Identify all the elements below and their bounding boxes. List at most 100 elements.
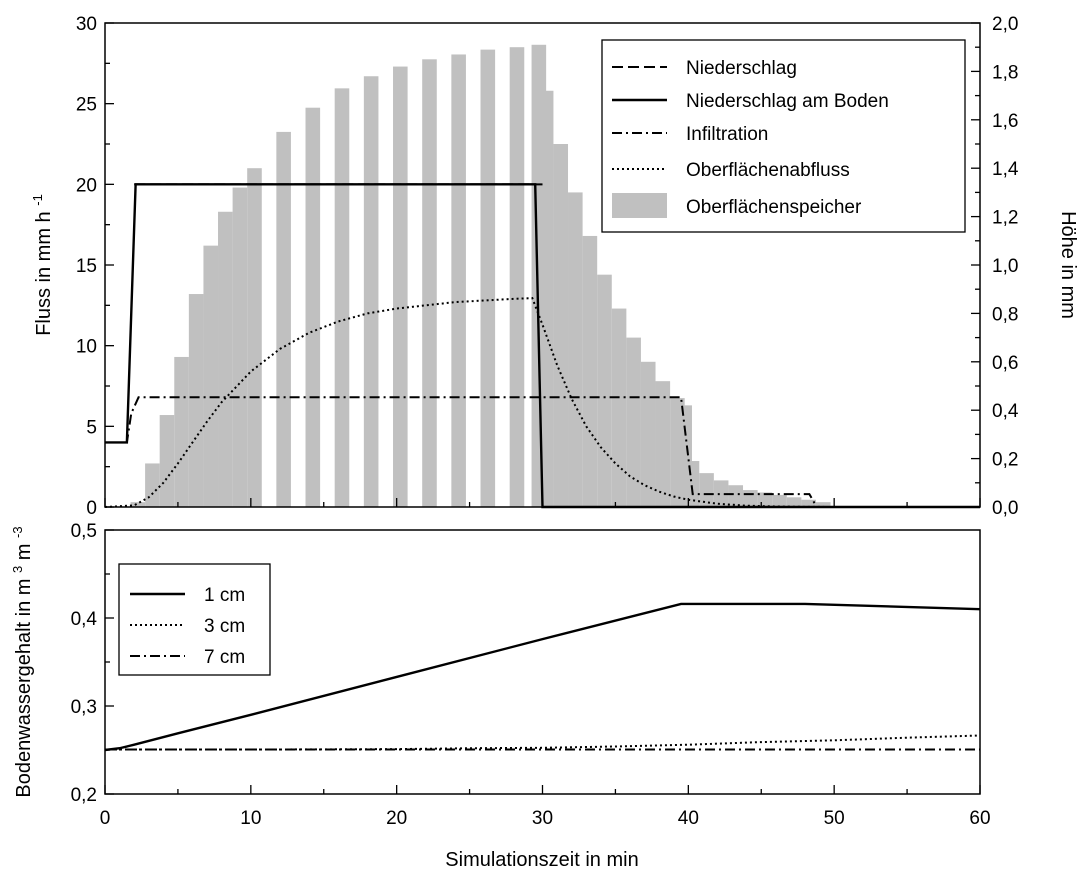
bottom-x-tick-label: 50 bbox=[824, 808, 845, 829]
svg-text:Bodenwassergehalt in m: Bodenwassergehalt in m 3 m -3 bbox=[5, 526, 35, 797]
storage-bar bbox=[597, 274, 612, 507]
legend-label-oberflaechenspeicher: Oberflächenspeicher bbox=[686, 197, 862, 218]
bottom-legend: 1 cm 3 cm 7 cm bbox=[118, 563, 271, 676]
legend-swatch-oberflaechenspeicher bbox=[612, 193, 667, 218]
right-y-tick-label: 0,6 bbox=[992, 353, 1018, 374]
right-y-axis-title: Höhe in mm bbox=[1057, 211, 1079, 319]
legend-label-infiltration: Infiltration bbox=[686, 124, 768, 145]
series-line-infiltration bbox=[105, 396, 980, 508]
right-y-tick-label: 1,0 bbox=[992, 256, 1018, 277]
storage-bar bbox=[159, 415, 175, 507]
top-axes: 0 5 10 15 20 25 30 0,0 0,2 0,4 0,6 0,8 1,0 1,2 1,4 1,6 1… bbox=[76, 14, 1019, 519]
storage-bar bbox=[743, 490, 758, 507]
top-y-tick-label: 0 bbox=[86, 498, 97, 519]
legend-label-oberflaechenabfluss: Oberflächenabfluss bbox=[686, 160, 850, 181]
bottom-y-axis-title-sup2: -3 bbox=[10, 526, 25, 538]
storage-bar bbox=[728, 485, 744, 507]
legend-label-niederschlag: Niederschlag bbox=[686, 58, 797, 79]
top-y-tick-label: 30 bbox=[76, 14, 97, 35]
right-y-tick-label: 0,4 bbox=[992, 401, 1019, 422]
series-line-oberfl-chenabfluss bbox=[104, 297, 980, 508]
bottom-y-axis-title-part1: Bodenwassergehalt in m bbox=[13, 579, 35, 798]
bottom-y-tick-label: 0,3 bbox=[71, 697, 97, 718]
storage-bar bbox=[713, 480, 729, 507]
top-y-axis-title: Fluss in mm h -1 bbox=[30, 194, 55, 336]
bottom-plot-area bbox=[104, 602, 981, 752]
right-y-tick-label: 1,6 bbox=[992, 111, 1018, 132]
storage-bar bbox=[640, 361, 656, 507]
top-y-axis-title-sup: -1 bbox=[30, 194, 45, 206]
right-y-tick-label: 1,4 bbox=[992, 159, 1019, 180]
storage-bar bbox=[232, 187, 248, 507]
legend-label-7cm: 7 cm bbox=[204, 647, 245, 668]
bottom-y-axis-title: Bodenwassergehalt in m 3 m -3 bbox=[5, 526, 35, 797]
bottom-x-tick-label: 0 bbox=[100, 808, 111, 829]
storage-bar bbox=[174, 356, 189, 507]
top-y-tick-label: 10 bbox=[76, 337, 97, 358]
bottom-y-tick-label: 0,4 bbox=[71, 609, 98, 630]
storage-bar bbox=[772, 494, 787, 507]
series-line-1cm bbox=[104, 602, 981, 752]
storage-bar bbox=[538, 90, 554, 507]
top-panel: 0 5 10 15 20 25 30 0,0 0,2 0,4 0,6 0,8 1,0 1,2 1,4 1,6 1… bbox=[30, 14, 1079, 519]
storage-bar bbox=[393, 66, 408, 507]
storage-bar bbox=[218, 211, 233, 507]
storage-bar bbox=[145, 463, 160, 507]
top-y-axis-title-main: Fluss in mm h bbox=[33, 211, 55, 335]
svg-text:Fluss in mm h -1: Fluss in mm h -1 bbox=[30, 194, 55, 336]
right-y-axis-title-text: Höhe in mm bbox=[1057, 211, 1079, 319]
bottom-y-axis-title-part2: m bbox=[13, 544, 35, 561]
bottom-x-tick-label: 60 bbox=[969, 808, 990, 829]
series-line-3cm bbox=[105, 734, 981, 751]
top-plot-area bbox=[104, 44, 980, 509]
storage-bar bbox=[334, 88, 350, 507]
storage-bar bbox=[626, 337, 641, 507]
storage-bar bbox=[553, 144, 569, 507]
x-axis-title: Simulationszeit in min bbox=[445, 849, 638, 871]
storage-bar bbox=[363, 76, 379, 508]
right-y-tick-label: 0,2 bbox=[992, 450, 1018, 471]
storage-bar bbox=[203, 245, 219, 507]
bottom-x-tick-label: 20 bbox=[386, 808, 407, 829]
storage-bar bbox=[655, 381, 671, 507]
right-y-tick-label: 0,0 bbox=[992, 498, 1018, 519]
bottom-panel: 0 10 20 30 40 50 60 0,2 0,3 0,4 0,5 Bodenwassergeh… bbox=[5, 521, 991, 871]
bottom-x-tick-label: 10 bbox=[240, 808, 261, 829]
legend-label-3cm: 3 cm bbox=[204, 616, 245, 637]
top-y-tick-label: 5 bbox=[86, 417, 97, 438]
bottom-axes: 0 10 20 30 40 50 60 0,2 0,3 0,4 0,5 bbox=[71, 521, 991, 829]
storage-bar bbox=[422, 59, 437, 508]
legend-label-1cm: 1 cm bbox=[204, 585, 245, 606]
storage-bar bbox=[582, 235, 598, 507]
bottom-y-tick-label: 0,2 bbox=[71, 785, 97, 806]
storage-bar bbox=[684, 461, 700, 507]
storage-bar bbox=[815, 502, 831, 507]
storage-bar bbox=[801, 499, 816, 507]
storage-bar bbox=[247, 168, 262, 507]
top-y-tick-label: 25 bbox=[76, 95, 97, 116]
bottom-y-axis-title-sup1: 3 bbox=[10, 566, 25, 573]
bottom-legend-box bbox=[118, 563, 271, 676]
bottom-x-tick-label: 40 bbox=[678, 808, 699, 829]
storage-bar bbox=[188, 294, 204, 507]
bottom-y-tick-label: 0,5 bbox=[71, 521, 97, 542]
right-y-tick-label: 2,0 bbox=[992, 14, 1018, 35]
top-legend: Niederschlag Niederschlag am Boden Infil… bbox=[601, 39, 966, 233]
storage-bar bbox=[480, 49, 496, 508]
storage-bar bbox=[699, 473, 714, 507]
storage-bar bbox=[276, 131, 291, 507]
storage-bar bbox=[786, 497, 802, 507]
legend-label-niederschlag-am-boden: Niederschlag am Boden bbox=[686, 91, 889, 112]
storage-bar bbox=[568, 192, 583, 507]
right-y-tick-label: 1,8 bbox=[992, 62, 1018, 83]
bottom-x-tick-label: 30 bbox=[532, 808, 553, 829]
storage-bar bbox=[130, 502, 146, 507]
right-y-tick-label: 0,8 bbox=[992, 304, 1018, 325]
storage-bar bbox=[611, 308, 627, 507]
top-y-tick-label: 15 bbox=[76, 256, 97, 277]
storage-bar bbox=[451, 54, 466, 508]
storage-bar bbox=[509, 47, 525, 507]
right-y-tick-label: 1,2 bbox=[992, 208, 1018, 229]
top-y-tick-label: 20 bbox=[76, 175, 97, 196]
